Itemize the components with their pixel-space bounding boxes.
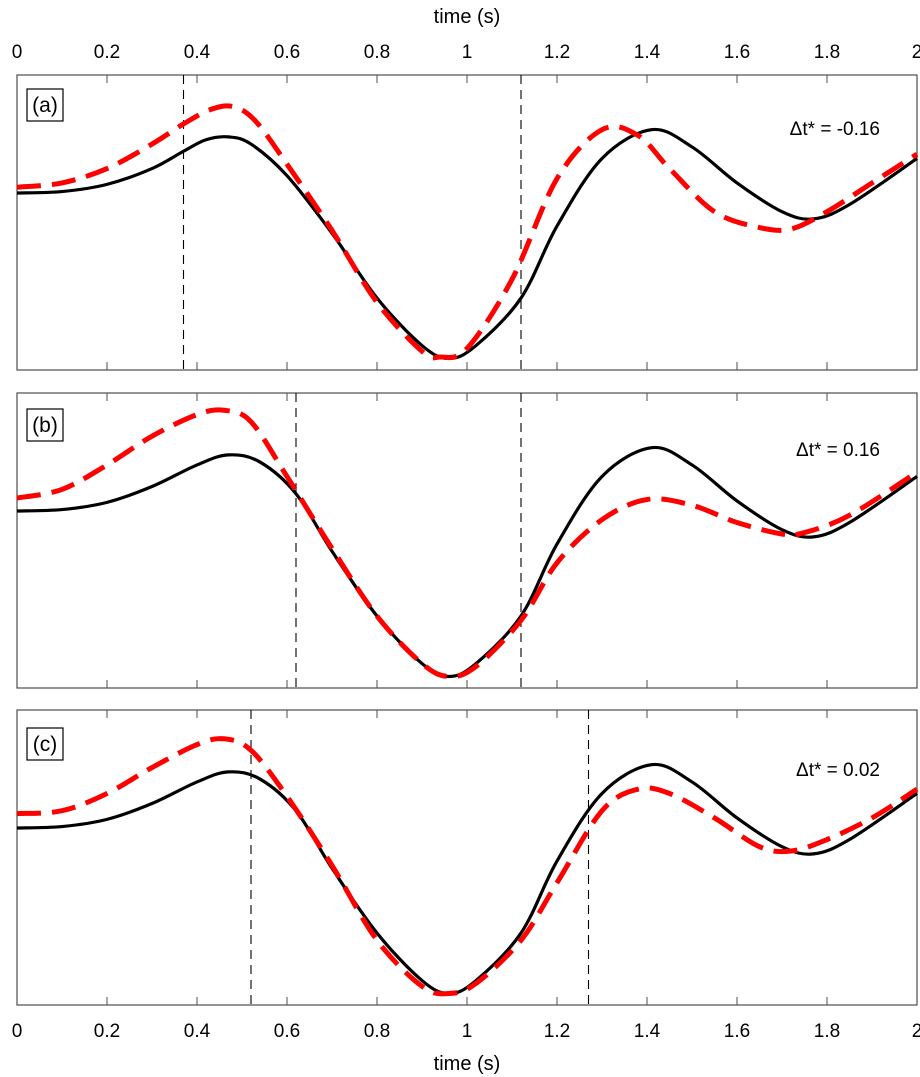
x-tick-label: 1.8 — [814, 42, 840, 63]
x-tick-label: 1.4 — [634, 42, 661, 63]
x-tick-label: 0.8 — [364, 42, 390, 63]
x-tick-label: 0.6 — [274, 1021, 300, 1042]
x-tick-label: 1.4 — [634, 1021, 661, 1042]
series-b — [16, 407, 919, 680]
panel-label-box-b — [26, 408, 64, 442]
x-tick-label: 1 — [462, 1021, 473, 1042]
x-tick-label: 0 — [12, 42, 23, 63]
x-tick-label: 0.4 — [184, 1021, 211, 1042]
panel-c: (c) Δt* = 0.02 — [16, 709, 919, 1006]
x-tick-label: 2 — [912, 1021, 920, 1042]
vlines-c — [250, 710, 590, 1005]
x-tick-label: 1.8 — [814, 1021, 840, 1042]
ticks-b — [16, 393, 918, 688]
delta-t-annotation-a: Δt* = -0.16 — [790, 119, 880, 140]
series-solid-black — [16, 762, 918, 996]
panel-label-box-a — [26, 88, 64, 122]
x-tick-label: 1.2 — [544, 42, 570, 63]
top-tick-labels: 0 0.2 0.4 0.6 0.8 1 1.2 1.4 1.6 1.8 2 — [12, 42, 920, 63]
series-a — [16, 103, 919, 361]
x-tick-label: 1 — [462, 42, 473, 63]
ticks-a — [16, 75, 918, 370]
plot-area-c — [16, 709, 918, 1006]
series-dashed-red — [16, 736, 919, 997]
x-tick-label: 1.6 — [724, 42, 750, 63]
bottom-tick-labels: 0 0.2 0.4 0.6 0.8 1 1.2 1.4 1.6 1.8 2 — [12, 1021, 920, 1042]
series-solid-black — [16, 445, 918, 679]
x-tick-label: 1.2 — [544, 1021, 570, 1042]
delta-t-annotation-c: Δt* = 0.02 — [796, 760, 880, 781]
panel-label-b: (b) — [32, 414, 58, 437]
panel-label-box-c — [26, 727, 64, 761]
bottom-axis-title: time (s) — [434, 1053, 501, 1075]
x-tick-label: 0.4 — [184, 42, 211, 63]
delta-t-annotation-b: Δt* = 0.16 — [796, 440, 880, 461]
x-tick-label: 0.2 — [94, 42, 120, 63]
x-tick-label: 0.8 — [364, 1021, 390, 1042]
top-axis-title: time (s) — [434, 6, 501, 28]
series-dashed-red — [16, 103, 919, 361]
ticks-c — [16, 710, 918, 1005]
plot-area-a — [16, 74, 918, 371]
x-tick-label: 1.6 — [724, 1021, 750, 1042]
x-tick-label: 0 — [12, 1021, 23, 1042]
vlines-b — [295, 393, 522, 688]
panel-label-c: (c) — [33, 733, 58, 756]
series-c — [16, 736, 919, 997]
x-tick-label: 0.2 — [94, 1021, 120, 1042]
panel-a: (a) Δt* = -0.16 — [16, 74, 919, 371]
panel-b: (b) Δt* = 0.16 — [16, 392, 919, 689]
x-tick-label: 0.6 — [274, 42, 300, 63]
vlines-a — [182, 75, 522, 370]
series-solid-black — [16, 127, 918, 361]
x-tick-label: 2 — [912, 42, 920, 63]
series-dashed-red — [16, 407, 919, 680]
panel-label-a: (a) — [32, 94, 58, 117]
